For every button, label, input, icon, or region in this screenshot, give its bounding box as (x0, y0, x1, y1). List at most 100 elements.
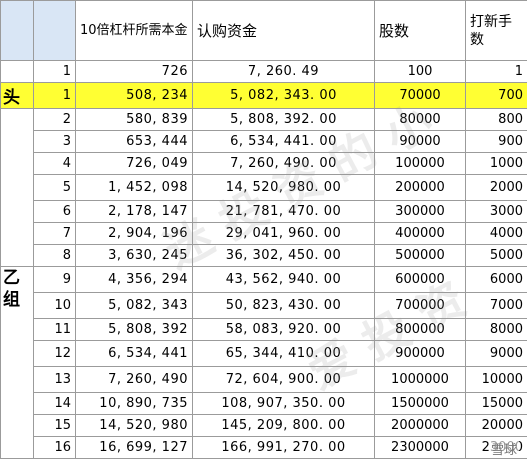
lot-count: 9000 (465, 340, 527, 367)
leverage-amount: 726, 049 (75, 152, 193, 175)
lot-count: 15000 (465, 392, 527, 415)
subscription-amount: 36, 302, 450. 00 (192, 244, 375, 267)
leverage-amount: 14, 520, 980 (75, 414, 193, 437)
subscription-amount: 65, 344, 410. 00 (192, 340, 375, 367)
share-count: 2300000 (374, 436, 466, 459)
row-index: 4 (33, 152, 76, 175)
share-count: 900000 (374, 340, 466, 367)
row-index: 9 (33, 266, 76, 293)
subscription-amount: 7, 260, 490. 00 (192, 152, 375, 175)
subscription-amount: 145, 209, 800. 00 (192, 414, 375, 437)
group-label-yi: 乙组 (0, 266, 34, 459)
lot-count: 10000 (465, 366, 527, 393)
table-row: 4 726, 049 7, 260, 490. 00 100000 1000 (1, 152, 527, 175)
lot-count: 800 (465, 108, 527, 131)
table-row: 头 1 508, 234 5, 082, 343. 00 70000 700 (0, 82, 527, 109)
share-count: 700000 (374, 292, 466, 319)
leverage-amount: 1, 452, 098 (75, 174, 193, 201)
subscription-amount: 6, 534, 441. 00 (192, 130, 375, 153)
group-label-head: 头 (0, 82, 34, 109)
table-row: 1 726 7, 260. 49 100 1 (0, 60, 527, 83)
share-count: 800000 (374, 318, 466, 341)
leverage-amount: 3, 630, 245 (75, 244, 193, 267)
table-row: 乙组 9 4, 356, 294 43, 562, 940. 00 600000 6000 (0, 266, 527, 459)
leverage-amount: 2, 178, 147 (75, 200, 193, 223)
subscription-amount: 5, 808, 392. 00 (192, 108, 375, 131)
group-cell (0, 108, 34, 267)
leverage-amount: 2, 904, 196 (75, 222, 193, 245)
share-count: 100000 (374, 152, 466, 175)
leverage-amount: 5, 808, 392 (75, 318, 193, 341)
lot-count: 2000 (465, 174, 527, 201)
leverage-amount: 6, 534, 441 (75, 340, 193, 367)
table-row: 7 2, 904, 196 29, 041, 960. 00 400000 4000 (1, 222, 527, 245)
table-row: 6 2, 178, 147 21, 781, 470. 00 300000 3000 (1, 200, 527, 223)
leverage-amount: 10, 890, 735 (75, 392, 193, 415)
subscription-amount: 21, 781, 470. 00 (192, 200, 375, 223)
subscription-amount: 5, 082, 343. 00 (192, 82, 375, 109)
share-count: 100 (374, 60, 466, 83)
lot-count: 1000 (465, 152, 527, 175)
lot-count: 5000 (465, 244, 527, 267)
group-cell (0, 60, 34, 83)
lot-count: 1 (465, 60, 527, 83)
share-count: 70000 (374, 82, 466, 109)
leverage-amount: 4, 356, 294 (75, 266, 193, 293)
lot-count: 8000 (465, 318, 527, 341)
header-row: 10倍杠杆所需本金 认购资金 股数 打新手数 (0, 0, 527, 61)
share-count: 2000000 (374, 414, 466, 437)
subscription-amount: 72, 604, 900. 00 (192, 366, 375, 393)
header-shares: 股数 (374, 0, 466, 61)
table-row: 8 3, 630, 245 36, 302, 450. 00 500000 5000 (1, 244, 527, 267)
subscription-amount: 43, 562, 940. 00 (192, 266, 375, 293)
lot-count: 4000 (465, 222, 527, 245)
row-index: 13 (33, 366, 76, 393)
table-row: 12 6, 534, 441 65, 344, 410. 00 900000 9000 (1, 340, 527, 367)
share-count: 200000 (374, 174, 466, 201)
lot-count: 900 (465, 130, 527, 153)
row-index: 1 (33, 60, 76, 83)
subscription-amount: 50, 823, 430. 00 (192, 292, 375, 319)
share-count: 600000 (374, 266, 466, 293)
table-row: 2 580, 839 5, 808, 392. 00 80000 800 (0, 108, 527, 267)
subscription-amount: 29, 041, 960. 00 (192, 222, 375, 245)
lot-count: 6000 (465, 266, 527, 293)
share-count: 1000000 (374, 366, 466, 393)
leverage-amount: 508, 234 (75, 82, 193, 109)
subscription-amount: 58, 083, 920. 00 (192, 318, 375, 341)
share-count: 300000 (374, 200, 466, 223)
subscription-amount: 108, 907, 350. 00 (192, 392, 375, 415)
row-index: 7 (33, 222, 76, 245)
subscription-amount: 14, 520, 980. 00 (192, 174, 375, 201)
table-row: 15 14, 520, 980 145, 209, 800. 00 2000000 20… (1, 414, 527, 437)
leverage-amount: 5, 082, 343 (75, 292, 193, 319)
row-index: 16 (33, 436, 76, 459)
share-count: 80000 (374, 108, 466, 131)
lot-count: 700 (465, 82, 527, 109)
leverage-amount: 7, 260, 490 (75, 366, 193, 393)
row-index: 14 (33, 392, 76, 415)
index-header (33, 0, 76, 61)
leverage-amount: 580, 839 (75, 108, 193, 131)
row-index: 3 (33, 130, 76, 153)
table-row: 10 5, 082, 343 50, 823, 430. 00 700000 7000 (1, 292, 527, 319)
row-index: 11 (33, 318, 76, 341)
row-index: 2 (33, 108, 76, 131)
table-row: 13 7, 260, 490 72, 604, 900. 00 1000000 1000… (1, 366, 527, 393)
table-row: 5 1, 452, 098 14, 520, 980. 00 200000 2000 (1, 174, 527, 201)
leverage-amount: 726 (75, 60, 193, 83)
table-row: 11 5, 808, 392 58, 083, 920. 00 800000 8000 (1, 318, 527, 341)
row-index: 12 (33, 340, 76, 367)
lot-count: 20000 (465, 414, 527, 437)
leverage-amount: 653, 444 (75, 130, 193, 153)
leverage-amount: 16, 699, 127 (75, 436, 193, 459)
header-subscription: 认购资金 (192, 0, 375, 61)
share-count: 90000 (374, 130, 466, 153)
row-index: 5 (33, 174, 76, 201)
footer-watermark: 雪球 (488, 439, 519, 458)
row-index: 6 (33, 200, 76, 223)
table-row: 3 653, 444 6, 534, 441. 00 90000 900 (1, 130, 527, 153)
row-index: 10 (33, 292, 76, 319)
